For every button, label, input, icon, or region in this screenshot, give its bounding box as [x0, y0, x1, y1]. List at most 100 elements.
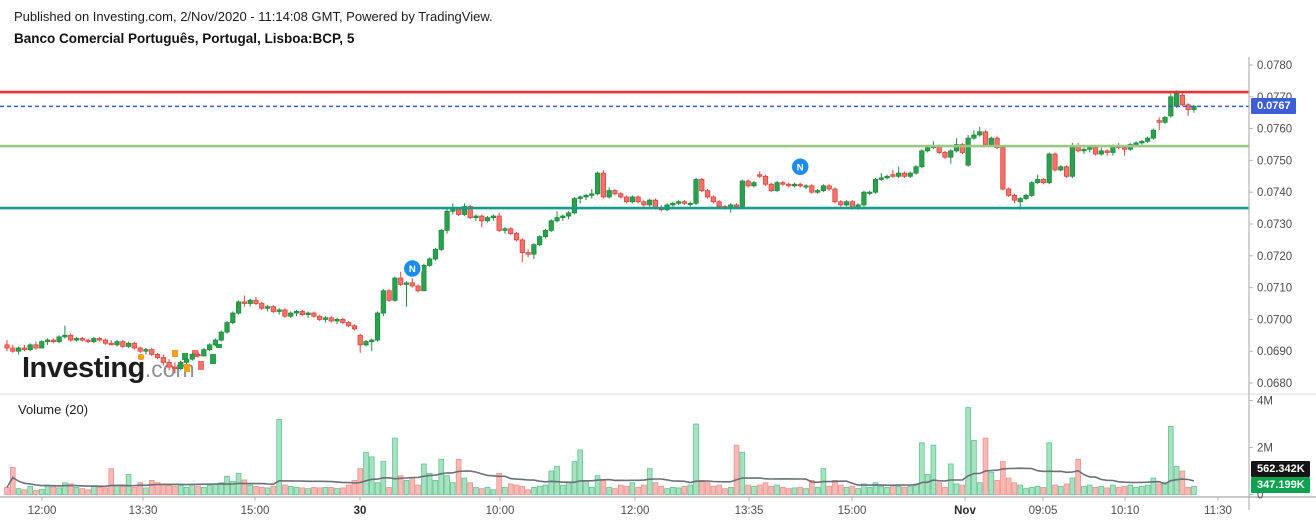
volume-bar: [15, 488, 22, 495]
volume-bar: [531, 487, 537, 495]
candle-body: [230, 312, 236, 323]
candle-body: [815, 190, 821, 193]
candle-body: [461, 206, 468, 215]
candle-body: [39, 341, 45, 349]
volume-bar: [542, 484, 549, 495]
volume-bar: [670, 487, 676, 495]
candle-body: [340, 318, 346, 323]
candle-body: [201, 349, 207, 357]
candle-body: [606, 190, 612, 198]
candle-body: [693, 179, 699, 204]
candle-body: [1063, 166, 1070, 177]
candle-body: [982, 131, 989, 145]
volume-bar: [403, 479, 410, 495]
candle-body: [450, 209, 456, 212]
volume-bar: [1167, 425, 1174, 495]
volume-bar: [785, 488, 792, 495]
candle-body: [189, 353, 195, 360]
news-marker-icon[interactable]: [402, 258, 423, 279]
price-tick-label: 0.0760: [1257, 124, 1292, 136]
candle-body: [1029, 182, 1035, 196]
volume-ma-badge: 562.342K: [1251, 461, 1310, 477]
candle-body: [1046, 153, 1052, 184]
volume-bar: [843, 487, 850, 495]
volume-bar: [131, 487, 138, 495]
news-marker-icon[interactable]: [790, 157, 810, 177]
candle-body: [484, 217, 491, 222]
candle-body: [953, 144, 960, 152]
volume-bar: [386, 487, 392, 495]
volume-bar: [148, 479, 155, 495]
volume-bar: [884, 487, 890, 495]
time-tick-label: 13:30: [129, 505, 158, 517]
candle-body: [79, 338, 85, 341]
candle-body: [699, 179, 705, 192]
candle-body: [1017, 198, 1023, 203]
candle-body: [919, 150, 925, 168]
candle-body: [444, 210, 450, 231]
volume-bar: [44, 484, 51, 495]
candle-body: [838, 201, 844, 206]
volume-bar: [519, 485, 526, 495]
volume-bar: [756, 484, 763, 495]
volume-bar: [762, 482, 769, 495]
volume-bar: [334, 488, 340, 495]
volume-bar: [733, 444, 740, 495]
volume-bar: [994, 479, 1000, 495]
candle-body: [1081, 148, 1087, 152]
candle-body: [421, 264, 427, 292]
volume-bar: [727, 487, 734, 495]
candle-body: [415, 285, 421, 292]
candle-body: [716, 201, 722, 207]
volume-bar: [1000, 461, 1006, 495]
volume-bar: [247, 484, 253, 495]
volume-bar: [693, 423, 699, 495]
price-tick-label: 0.0730: [1257, 219, 1292, 231]
volume-bar: [212, 484, 219, 495]
volume-bar: [1075, 458, 1081, 495]
volume-bar: [577, 449, 584, 495]
candle-body: [560, 215, 566, 219]
volume-bar: [120, 485, 126, 495]
candle-body: [166, 361, 172, 368]
candle-body: [207, 344, 213, 351]
candle-body: [27, 344, 33, 351]
candle-body: [704, 190, 711, 198]
candle-body: [1006, 188, 1012, 196]
volume-bar: [907, 485, 914, 495]
volume-bar: [1115, 487, 1122, 495]
candle-body: [508, 228, 514, 234]
volume-bar: [1034, 485, 1041, 495]
volume-bar: [739, 451, 746, 495]
volume-bar: [791, 487, 798, 495]
volume-bar: [253, 485, 259, 495]
volume-bar: [588, 487, 595, 495]
candle-body: [589, 193, 595, 196]
volume-bar: [1121, 485, 1128, 495]
candle-body: [548, 220, 554, 231]
volume-tick-label: 0: [1257, 490, 1263, 502]
candle-body: [977, 131, 983, 136]
volume-bar: [1127, 484, 1134, 495]
volume-bar: [270, 485, 277, 495]
logo-orange-dot: [138, 354, 144, 360]
candle-body: [62, 334, 68, 338]
candle-body: [305, 312, 311, 316]
candle-body: [108, 342, 114, 346]
candle-body: [513, 233, 520, 241]
candle-body: [1087, 147, 1093, 150]
volume-bar: [4, 487, 10, 495]
candle-body: [670, 202, 676, 206]
volume-bar: [397, 475, 404, 495]
time-tick-label: 12:00: [621, 505, 650, 517]
candle-body: [73, 338, 80, 341]
time-tick-label: 09:05: [1029, 505, 1058, 517]
volume-tick-label: 4M: [1257, 396, 1273, 408]
candle-body: [363, 341, 369, 346]
candle-body: [571, 198, 578, 214]
candle-body: [623, 196, 630, 203]
volume-bar: [478, 488, 485, 495]
volume-bar: [1017, 484, 1024, 495]
news-marker-letter: N: [797, 162, 804, 173]
